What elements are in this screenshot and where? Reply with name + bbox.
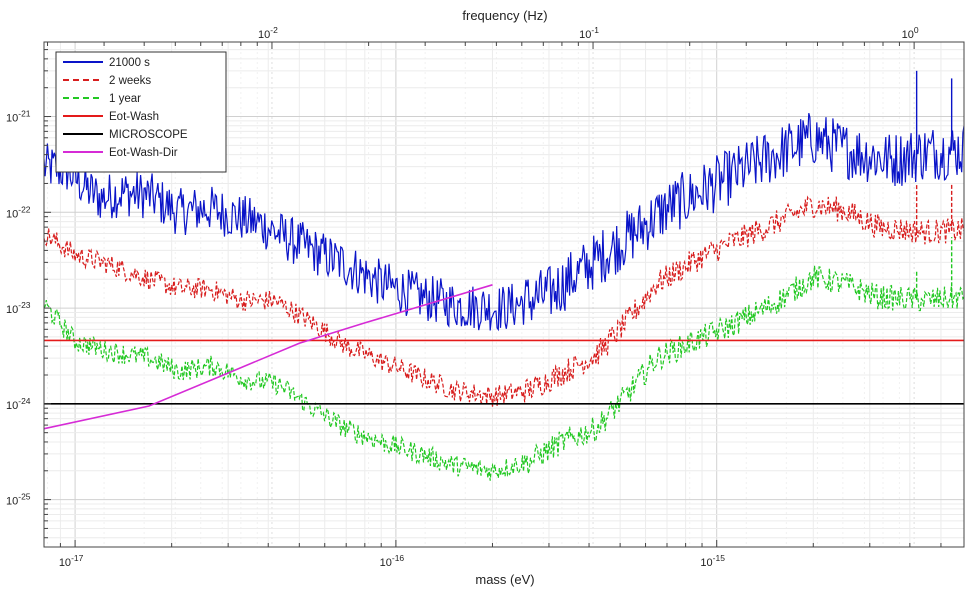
- series-line-5: [44, 284, 493, 430]
- series-lines: [44, 70, 964, 481]
- grid: [43, 41, 964, 547]
- y-tick-label: 10-21: [6, 109, 31, 125]
- tick-marks: [43, 41, 942, 547]
- y-tick-label: 10-23: [6, 300, 31, 316]
- plot-frame: [43, 41, 965, 548]
- y-tick-label: 10-24: [6, 396, 31, 412]
- tick-labels: 10-17 10-16 10-15 10-2 10-1 100 10-25 10-24 10-2…: [6, 25, 919, 569]
- legend-label: Eot-Wash-Dir: [109, 147, 178, 159]
- series-line-0: [44, 112, 964, 332]
- x2-tick-label: 10-2: [258, 25, 278, 41]
- series-line-2: [44, 265, 964, 481]
- x2-axis-title: frequency (Hz): [462, 8, 547, 23]
- x-tick-label: 10-16: [380, 553, 405, 569]
- legend-label: Eot-Wash: [109, 111, 159, 123]
- legend: 21000 s 2 weeks 1 year Eot-Wash MICROSCOPE Eo…: [55, 51, 227, 173]
- x2-tick-label: 100: [902, 25, 919, 41]
- legend-label: MICROSCOPE: [109, 129, 188, 141]
- x-tick-label: 10-17: [59, 553, 84, 569]
- y-tick-label: 10-22: [6, 204, 31, 220]
- y-tick-label: 10-25: [6, 492, 31, 508]
- legend-label: 2 weeks: [109, 75, 151, 87]
- x2-tick-label: 10-1: [579, 25, 599, 41]
- legend-label: 21000 s: [109, 57, 150, 69]
- x-axis-title: mass (eV): [475, 572, 534, 587]
- legend-label: 1 year: [109, 93, 141, 105]
- x-tick-label: 10-15: [700, 553, 725, 569]
